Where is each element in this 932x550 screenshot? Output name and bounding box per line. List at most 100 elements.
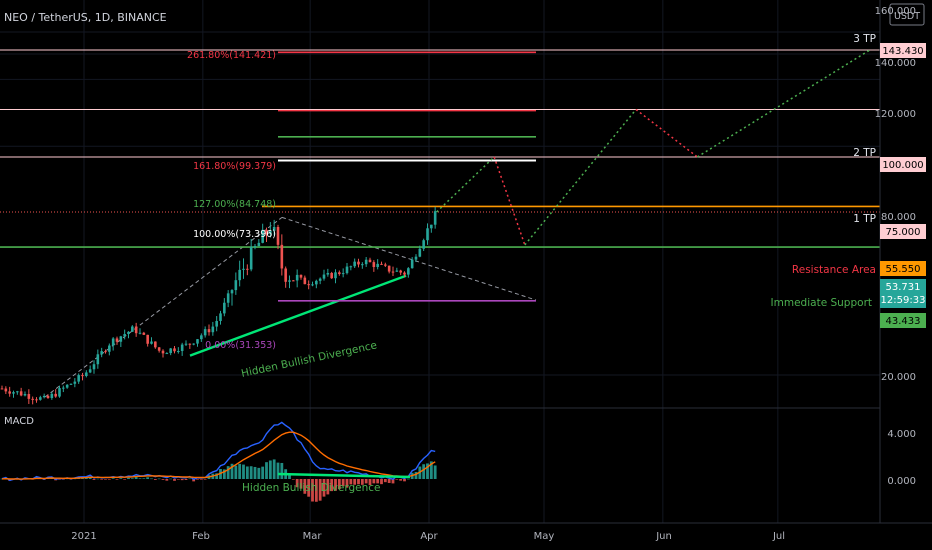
currency-badge[interactable]	[889, 3, 925, 26]
currency-label: USDT	[894, 11, 920, 22]
candle-body	[272, 227, 276, 231]
candle-body	[299, 274, 303, 278]
macd-histogram-bar	[169, 478, 173, 480]
macd-histogram-bar	[115, 479, 119, 480]
candle-body	[180, 344, 184, 352]
candle-body	[345, 266, 349, 274]
candle-body	[246, 268, 249, 270]
macd-histogram-bar	[215, 473, 219, 479]
price-tick: 80.000	[881, 212, 916, 223]
candle-body	[292, 280, 295, 282]
candle-body	[31, 398, 34, 400]
fib-label-0: 0.00%(31.353)	[205, 340, 276, 351]
time-label: Feb	[192, 531, 210, 542]
candle-body	[92, 364, 96, 370]
candle-body	[207, 329, 211, 333]
macd-histogram-bar	[150, 478, 153, 480]
candle-body	[223, 302, 226, 314]
macd-histogram-bar	[268, 460, 272, 479]
target-label-1tp: 1 TP	[853, 213, 876, 225]
signal-line	[1, 431, 436, 480]
macd-histogram-bar	[387, 479, 391, 483]
candle-body	[58, 388, 61, 397]
immediate-support-label: Immediate Support	[771, 297, 872, 309]
macd-histogram-bar	[360, 479, 364, 485]
candle-body	[265, 229, 268, 234]
trend-lines	[44, 216, 537, 398]
macd-histogram-bar	[245, 466, 249, 479]
macd-histogram-bar	[429, 461, 433, 479]
candle-body	[196, 339, 199, 344]
candle-body	[131, 326, 134, 332]
macd-histogram-bar	[238, 463, 242, 479]
fibonacci-levels[interactable]	[278, 51, 536, 302]
candle-body	[200, 335, 203, 340]
candle-body	[35, 399, 38, 401]
macd-histogram-bar	[341, 479, 345, 487]
time-label: May	[534, 531, 555, 542]
candle-body	[414, 256, 418, 260]
candle-body	[318, 278, 322, 281]
tag-value: 75.000	[886, 227, 921, 238]
key-level-lines[interactable]	[0, 49, 880, 248]
candle-body	[150, 341, 153, 344]
tag-value: 100.000	[882, 160, 923, 171]
candle-body	[111, 338, 115, 346]
candle-body	[39, 397, 42, 400]
price-tick: 160.000	[875, 6, 916, 17]
fib-label-127: 127.00%(84.748)	[193, 199, 276, 210]
divergence-label-macd: Hidden Bullish Divergence	[242, 482, 381, 494]
candle-body	[330, 272, 333, 279]
price-tag-support: 43.433	[880, 313, 926, 328]
macd-histogram-bar	[127, 477, 130, 479]
macd-histogram-bar	[242, 464, 245, 479]
macd-histogram-bar	[92, 479, 96, 480]
macd-histogram-bar	[203, 479, 207, 480]
candle-body	[42, 395, 46, 398]
candle-body	[219, 313, 222, 321]
price-tag-resistance: 55.550	[880, 261, 926, 276]
fib-label-261: 261.80%(141.421)	[187, 50, 276, 61]
macd-histogram-bar	[372, 479, 376, 484]
macd-divergence-line	[277, 472, 411, 479]
macd-histogram-bar	[253, 466, 257, 479]
candle-body	[288, 280, 291, 282]
candle-body	[8, 391, 11, 394]
macd-histogram-bar	[299, 479, 303, 489]
candle-body	[177, 351, 180, 353]
candle-body	[261, 229, 264, 243]
candle-body	[384, 264, 387, 266]
macd-histogram-bar	[422, 464, 426, 479]
price-tag-tp1: 75.000	[880, 224, 926, 239]
candle-body	[403, 272, 406, 275]
candle-body	[238, 269, 241, 281]
candle-body	[4, 388, 8, 392]
candle-body	[399, 270, 402, 273]
macd-histogram-bar	[345, 479, 349, 488]
symbol-title[interactable]: NEO / TetherUS, 1D, BINANCE	[4, 11, 167, 24]
candle-body	[376, 263, 379, 268]
macd-histogram-bar	[433, 465, 437, 479]
macd-histogram-bar	[307, 479, 311, 497]
bar-countdown: 12:59:33	[881, 295, 926, 306]
candle-body	[269, 230, 272, 234]
candle-body	[119, 336, 123, 342]
candle-body	[418, 248, 422, 257]
macd-histogram-bar	[426, 463, 429, 479]
macd-histogram-bar	[364, 479, 368, 484]
candle-body	[387, 265, 391, 272]
candle-body	[161, 350, 165, 354]
candle-body	[410, 259, 414, 269]
candle-body	[100, 351, 103, 355]
candle-body	[211, 326, 215, 333]
macd-histogram-bar	[265, 462, 268, 479]
tag-value: 43.433	[886, 316, 921, 327]
candle-body	[169, 348, 172, 354]
macd-title[interactable]: MACD	[4, 416, 34, 427]
time-label: Jun	[655, 531, 672, 542]
candle-body	[77, 375, 80, 382]
candle-body	[280, 244, 284, 269]
time-label: 2021	[71, 531, 96, 542]
macd-histogram-bar	[123, 479, 127, 480]
